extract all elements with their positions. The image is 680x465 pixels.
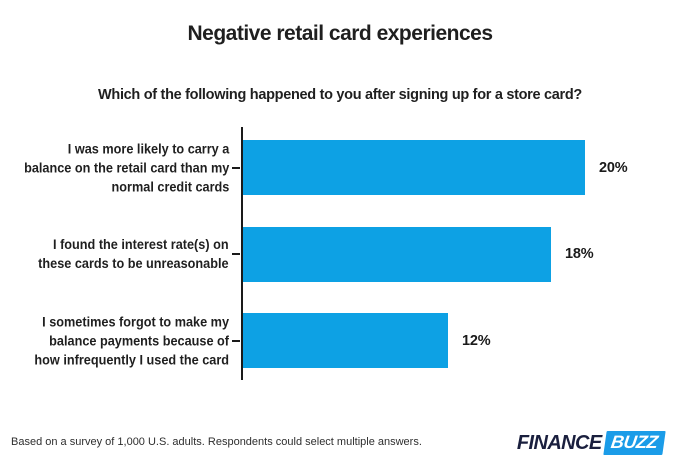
financebuzz-logo: FINANCE BUZZ [516, 429, 666, 457]
logo-buzz-text: BUZZ [609, 432, 659, 452]
axis-tick [232, 339, 240, 342]
bar-chart-plot: I was more likely to carry a balance on … [0, 127, 680, 380]
category-label: I sometimes forgot to make my balance pa… [34, 314, 229, 367]
chart-question: Which of the following happened to you a… [98, 87, 582, 103]
logo-buzz-badge: BUZZ [602, 431, 666, 455]
bar [243, 226, 551, 282]
value-label: 12% [462, 332, 491, 349]
category-label: I was more likely to carry a balance on … [23, 141, 229, 194]
source-note: Based on a survey of 1,000 U.S. adults. … [11, 436, 422, 448]
bar [243, 140, 585, 195]
axis-tick [232, 253, 240, 255]
value-label: 20% [599, 159, 628, 176]
chart-title: Negative retail card experiences [187, 22, 493, 45]
axis-tick [232, 166, 240, 169]
bar [243, 313, 448, 368]
value-label: 18% [565, 246, 594, 262]
category-label: I found the interest rate(s) on these ca… [38, 237, 229, 271]
logo-finance-text: FINANCE [516, 431, 602, 454]
y-axis-line [241, 127, 243, 380]
